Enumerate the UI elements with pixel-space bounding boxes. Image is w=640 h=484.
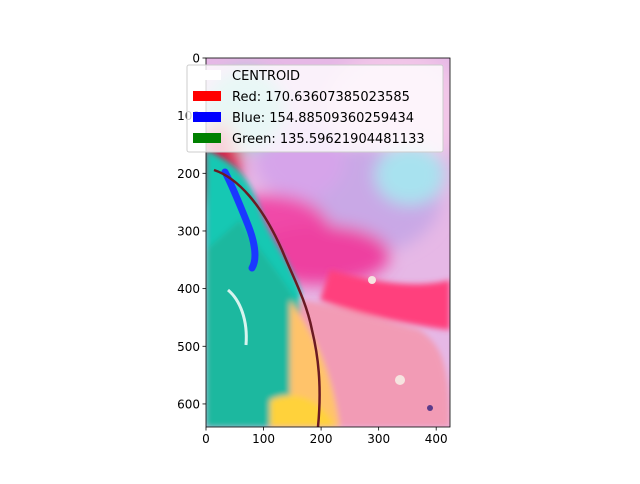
y-axis: 0100200300400500600	[177, 52, 206, 411]
y-tick-label: 0	[192, 52, 200, 66]
legend: CENTROID Red: 170.63607385023585 Blue: 154…	[186, 64, 444, 153]
x-tick-label: 0	[202, 432, 210, 446]
legend-box	[186, 64, 444, 153]
x-tick-label: 200	[310, 432, 333, 446]
legend-swatch	[193, 91, 221, 101]
y-tick-label: 500	[177, 340, 200, 354]
x-tick-label: 100	[252, 432, 275, 446]
y-tick-label: 300	[177, 224, 200, 238]
legend-swatch	[193, 112, 221, 122]
legend-swatch	[193, 70, 221, 80]
legend-label: Blue: 154.88509360259434	[232, 111, 414, 126]
legend-label: Red: 170.63607385023585	[232, 90, 410, 105]
legend-label: Green: 135.59621904481133	[232, 132, 425, 147]
x-tick-label: 400	[425, 432, 448, 446]
y-tick-label: 400	[177, 282, 200, 296]
axes-frame	[205, 57, 451, 428]
legend-swatch	[193, 133, 221, 143]
x-axis: 0 100 200 300 400	[202, 427, 448, 446]
y-tick-label: 200	[177, 167, 200, 181]
legend-label: CENTROID	[232, 69, 300, 84]
x-tick-label: 300	[367, 432, 390, 446]
y-tick-label: 600	[177, 397, 200, 411]
